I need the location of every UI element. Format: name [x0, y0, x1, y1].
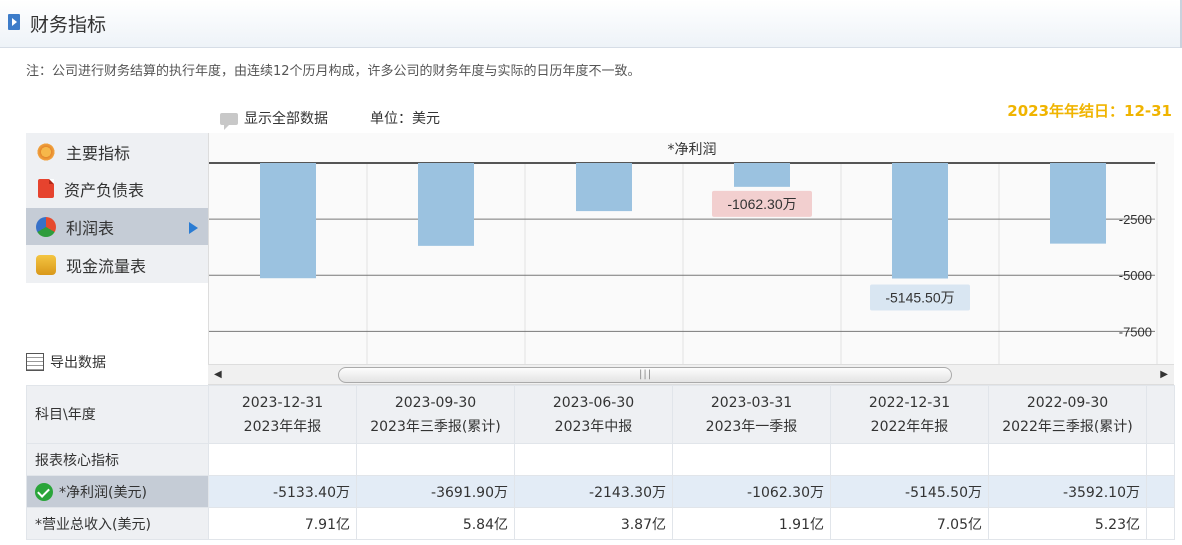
table-row-revenue[interactable]: *营业总收入(美元) 7.91亿 5.84亿 3.87亿 1.91亿 7.05亿…: [26, 507, 1175, 540]
chart-tooltip: [712, 190, 812, 217]
flower-icon: [36, 141, 56, 162]
coins-icon: [36, 254, 56, 275]
table-cell: -5145.50万: [830, 475, 989, 508]
row-label-text: *净利润(美元): [59, 484, 147, 501]
show-all-label: 显示全部数据: [244, 111, 328, 127]
table-cell: 5.23亿: [988, 507, 1147, 540]
financial-table: 科目\年度 2023-12-31 2023年年报 2023-09-30 2023年三…: [26, 385, 1175, 540]
fiscal-year-end: 2023年年结日：12-31: [1007, 102, 1172, 120]
comment-icon: [220, 113, 238, 130]
table-cell: 1.91亿: [672, 507, 831, 540]
chart-bar: [734, 163, 790, 187]
chart-tooltip-label: -1062.30万: [727, 196, 796, 212]
column-report: 2023年中报: [554, 418, 633, 435]
chart-bar: [418, 163, 474, 246]
statement-sidebar: 主要指标 资产负债表 利润表 现金流量表: [26, 133, 208, 283]
table-cell: [1146, 507, 1175, 540]
column-date: 2022-12-31: [868, 394, 951, 411]
table-cell: [1146, 475, 1175, 508]
page-header: 财务指标: [0, 0, 1182, 48]
column-report: 2023年年报: [243, 418, 322, 435]
row-label: *营业总收入(美元): [26, 507, 209, 540]
table-cell: -5133.40万: [208, 475, 357, 508]
show-all-data-toggle[interactable]: 显示全部数据: [220, 108, 328, 130]
column-header: 2023-12-31 2023年年报: [208, 385, 357, 444]
column-date: 2023-06-30: [552, 394, 635, 411]
document-icon: [38, 179, 54, 198]
grip-icon: |||: [639, 369, 653, 380]
scroll-right-icon[interactable]: ▶: [1160, 369, 1168, 380]
chart-plot: -2500 -5000 -7500 -1062.30万 -5145.50万: [209, 162, 1158, 365]
sidebar-item-label: 资产负债表: [64, 180, 145, 200]
scroll-left-icon[interactable]: ◀: [214, 369, 222, 380]
sidebar-item-income-statement[interactable]: 利润表: [26, 208, 208, 245]
table-row-net-profit[interactable]: *净利润(美元) -5133.40万 -3691.90万 -2143.30万 -…: [26, 475, 1175, 508]
section-arrow-icon: [8, 14, 20, 30]
column-report: 2023年一季报: [705, 418, 798, 435]
chart-bar: [892, 163, 948, 279]
table-header-row: 科目\年度 2023-12-31 2023年年报 2023-09-30 2023年三…: [26, 385, 1175, 444]
column-header-filler: [1146, 385, 1175, 444]
table-cell: 7.05亿: [830, 507, 989, 540]
y-tick-label: -5000: [1119, 268, 1152, 283]
table-cell: -3592.10万: [988, 475, 1147, 508]
table-cell: -3691.90万: [356, 475, 515, 508]
column-header: 2022-12-31 2022年年报: [830, 385, 989, 444]
sidebar-item-label: 现金流量表: [66, 256, 147, 276]
page-title: 财务指标: [30, 14, 107, 36]
pie-ball-icon: [36, 216, 56, 237]
export-data-button[interactable]: 导出数据: [26, 352, 106, 372]
unit-info: 单位：美元: [370, 108, 440, 128]
table-cell: -2143.30万: [514, 475, 673, 508]
column-header: 2022-09-30 2022年三季报(累计): [988, 385, 1147, 444]
sidebar-item-balance-sheet[interactable]: 资产负债表: [26, 170, 208, 207]
column-date: 2022-09-30: [1026, 394, 1109, 411]
table-cell: 7.91亿: [208, 507, 357, 540]
column-date: 2023-09-30: [394, 394, 477, 411]
column-report: 2022年年报: [870, 418, 949, 435]
column-header: 2023-09-30 2023年三季报(累计): [356, 385, 515, 444]
unit-label: 单位：: [370, 111, 412, 127]
spreadsheet-icon: [26, 353, 44, 371]
chart-tooltip: [870, 284, 970, 311]
sidebar-item-main-indicators[interactable]: 主要指标: [26, 133, 208, 170]
table-corner-header: 科目\年度: [26, 385, 209, 444]
scrollbar-thumb[interactable]: |||: [338, 367, 952, 383]
sidebar-item-label: 利润表: [66, 218, 115, 238]
y-tick-label: -2500: [1119, 212, 1152, 227]
column-date: 2023-03-31: [710, 394, 793, 411]
fiscal-year-note: 注：公司进行财务结算的执行年度，由连续12个历月构成，许多公司的财务年度与实际的…: [26, 64, 641, 79]
unit-value: 美元: [412, 111, 440, 127]
column-report: 2023年三季报(累计): [370, 418, 501, 435]
column-header: 2023-06-30 2023年中报: [514, 385, 673, 444]
table-section-row: 报表核心指标: [26, 443, 1175, 476]
chart-bar: [576, 163, 632, 212]
check-icon: [35, 482, 53, 501]
y-tick-label: -7500: [1119, 324, 1152, 339]
sidebar-item-label: 主要指标: [66, 143, 131, 163]
chart-tooltip-label: -5145.50万: [885, 289, 954, 305]
column-report: 2022年三季报(累计): [1002, 418, 1133, 435]
row-label: *净利润(美元): [26, 475, 209, 508]
table-cell: 5.84亿: [356, 507, 515, 540]
sidebar-item-cash-flow[interactable]: 现金流量表: [26, 246, 208, 283]
chart-bar: [260, 163, 316, 279]
chart-scrollbar[interactable]: ◀ ||| ▶: [208, 364, 1174, 385]
export-label: 导出数据: [50, 355, 106, 371]
header-divider: [1180, 0, 1182, 48]
active-arrow-icon: [189, 222, 198, 234]
chart-title: *净利润: [667, 142, 717, 158]
net-profit-chart: *净利润 -2500 -5000 -7500 -1062.30万 -5145.50万: [208, 133, 1174, 365]
section-label: 报表核心指标: [26, 443, 209, 476]
table-cell: -1062.30万: [672, 475, 831, 508]
column-date: 2023-12-31: [241, 394, 324, 411]
table-cell: 3.87亿: [514, 507, 673, 540]
chart-bar: [1050, 163, 1106, 244]
column-header: 2023-03-31 2023年一季报: [672, 385, 831, 444]
